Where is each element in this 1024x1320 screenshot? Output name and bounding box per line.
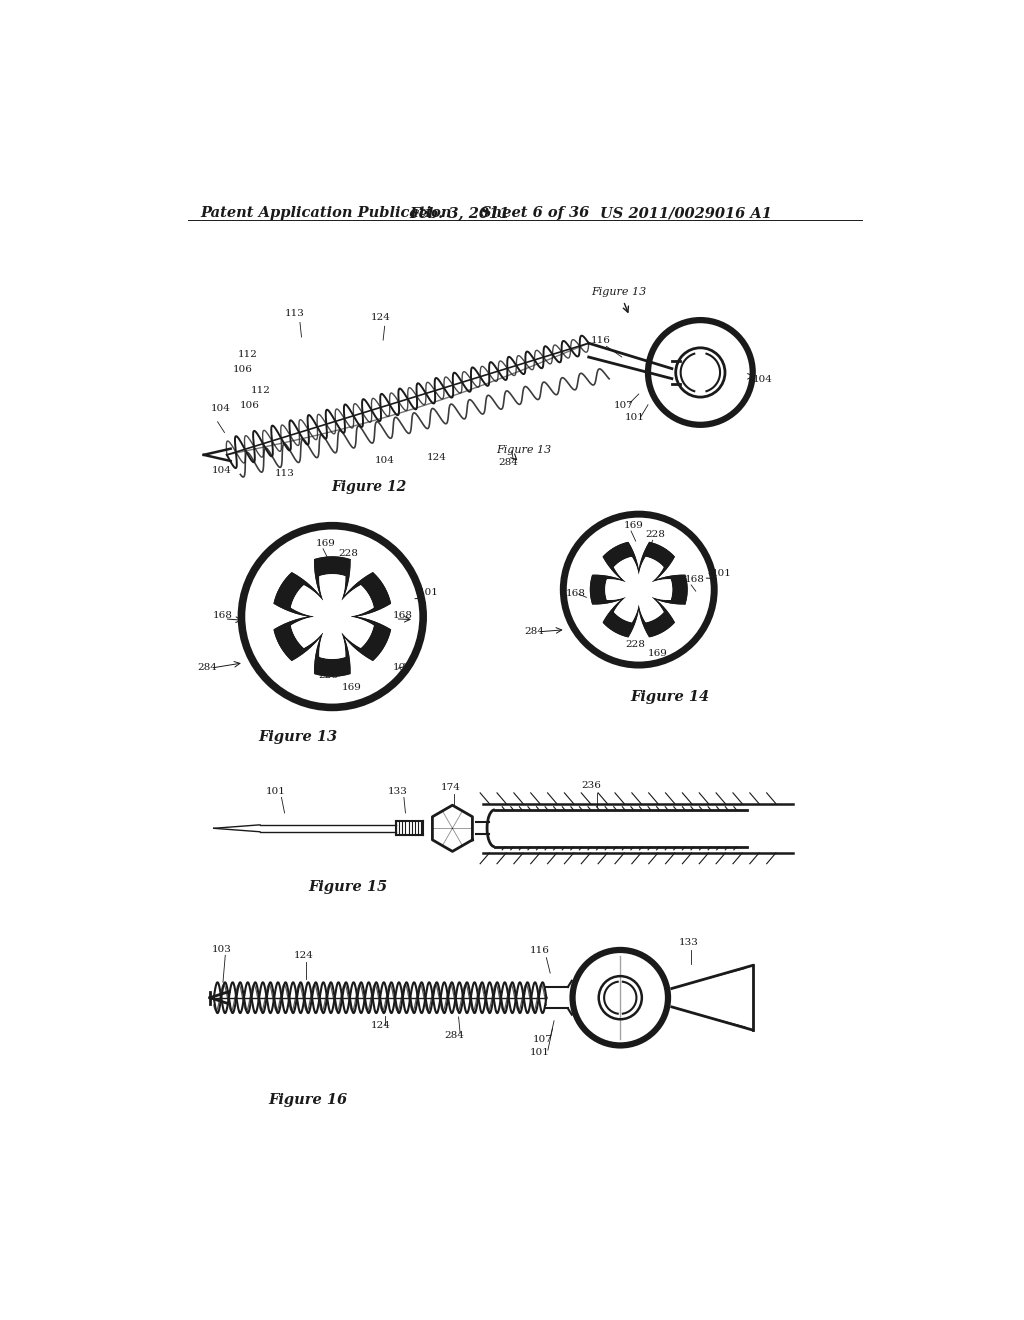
Text: 101: 101 xyxy=(530,1048,550,1057)
Text: 169: 169 xyxy=(624,521,643,531)
Text: 107: 107 xyxy=(613,401,633,411)
Text: 228: 228 xyxy=(625,640,645,648)
Text: 101: 101 xyxy=(392,664,413,672)
Text: 104: 104 xyxy=(212,466,231,475)
Polygon shape xyxy=(292,574,373,659)
Text: 101: 101 xyxy=(712,569,732,578)
Text: 104: 104 xyxy=(375,455,394,465)
Text: Sheet 6 of 36: Sheet 6 of 36 xyxy=(481,206,589,220)
Text: 124: 124 xyxy=(371,1022,391,1031)
Text: 113: 113 xyxy=(274,470,295,478)
Text: 103: 103 xyxy=(212,945,231,953)
Text: 168: 168 xyxy=(213,611,232,620)
Text: 106: 106 xyxy=(232,364,252,374)
Text: 116: 116 xyxy=(590,337,610,346)
Text: Feb. 3, 2011: Feb. 3, 2011 xyxy=(410,206,510,220)
Text: 133: 133 xyxy=(679,939,698,948)
Text: 124: 124 xyxy=(294,950,313,960)
Text: 236: 236 xyxy=(581,781,601,791)
Polygon shape xyxy=(432,805,472,851)
Text: Figure 15: Figure 15 xyxy=(308,880,387,895)
Text: 168: 168 xyxy=(392,611,413,620)
Text: Figure 12: Figure 12 xyxy=(332,480,407,494)
Text: 169: 169 xyxy=(342,682,361,692)
Text: 104: 104 xyxy=(753,375,772,384)
Text: Patent Application Publication: Patent Application Publication xyxy=(200,206,452,220)
Text: 124: 124 xyxy=(427,453,446,462)
Text: 106: 106 xyxy=(240,401,260,411)
Text: Figure 13: Figure 13 xyxy=(258,730,337,744)
Text: 101: 101 xyxy=(625,413,645,422)
Text: 101: 101 xyxy=(419,587,438,597)
Text: Figure 16: Figure 16 xyxy=(268,1093,347,1107)
Text: 284: 284 xyxy=(524,627,545,636)
Text: 284: 284 xyxy=(498,458,518,467)
Text: 228: 228 xyxy=(339,549,358,558)
Text: 228: 228 xyxy=(645,531,665,540)
Text: 169: 169 xyxy=(648,649,668,657)
Polygon shape xyxy=(274,557,390,676)
Text: 168: 168 xyxy=(565,589,586,598)
Text: 284: 284 xyxy=(444,1031,464,1040)
Text: Figure 13: Figure 13 xyxy=(497,445,552,454)
Text: 113: 113 xyxy=(285,309,304,318)
Text: 133: 133 xyxy=(388,787,408,796)
Text: 284: 284 xyxy=(198,664,217,672)
Text: 112: 112 xyxy=(238,350,258,359)
Text: 169: 169 xyxy=(315,539,335,548)
Text: 101: 101 xyxy=(265,787,286,796)
Text: 104: 104 xyxy=(211,404,230,413)
Text: 168: 168 xyxy=(685,576,705,583)
Text: 124: 124 xyxy=(371,313,391,322)
Text: 116: 116 xyxy=(530,946,550,956)
Polygon shape xyxy=(606,557,672,622)
Text: Figure 14: Figure 14 xyxy=(630,690,710,705)
Text: US 2011/0029016 A1: US 2011/0029016 A1 xyxy=(600,206,772,220)
Text: 112: 112 xyxy=(251,387,270,395)
Polygon shape xyxy=(591,543,687,636)
Text: 174: 174 xyxy=(441,783,461,792)
Text: Figure 13: Figure 13 xyxy=(591,288,646,297)
Text: 228: 228 xyxy=(318,671,338,680)
Text: 107: 107 xyxy=(532,1035,552,1044)
